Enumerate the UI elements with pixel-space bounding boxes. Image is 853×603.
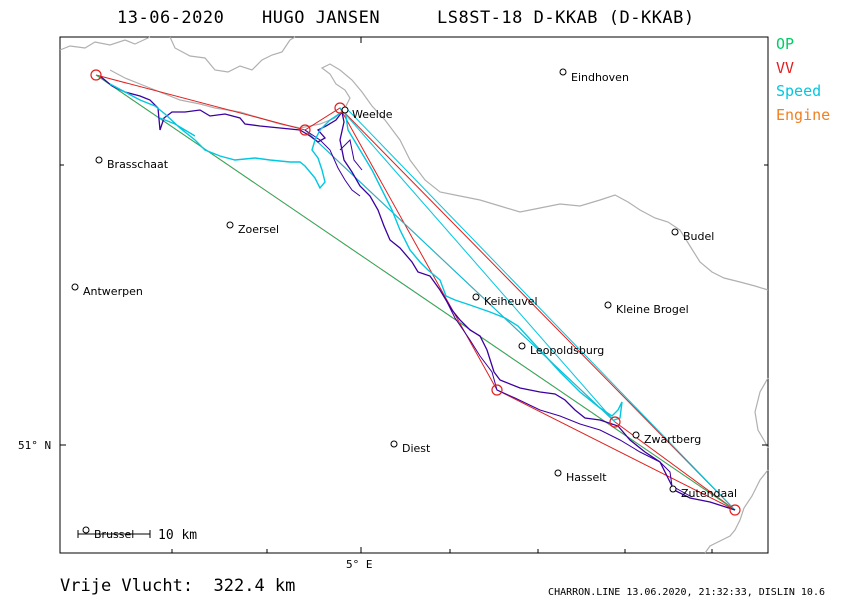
speed-track — [109, 83, 623, 421]
longitude-label: 5° E — [346, 558, 373, 571]
software-label: CHARRON.LINE 13.06.2020, 21:32:33, DISLI… — [548, 587, 825, 598]
place-diest: Diest — [390, 440, 431, 455]
place-zoersel: Zoersel — [226, 221, 279, 236]
legend-vv: VV — [776, 58, 795, 77]
map-frame — [59, 36, 769, 554]
legend-op: OP — [776, 35, 795, 53]
distance-label: Vrije Vlucht: 322.4 km — [60, 576, 296, 596]
svg-text:Antwerpen: Antwerpen — [83, 285, 143, 298]
svg-text:Zwartberg: Zwartberg — [644, 433, 701, 446]
axis-ticks — [60, 37, 768, 553]
place-keiheuvel: Keiheuvel — [472, 293, 538, 308]
scale-bar: 10 km — [77, 528, 197, 543]
svg-text:Hasselt: Hasselt — [566, 471, 607, 484]
scale-bar-label: 10 km — [158, 528, 197, 543]
flight-track — [99, 75, 736, 511]
flight-date: 13-06-2020 — [117, 8, 225, 28]
svg-text:Leopoldsburg: Leopoldsburg — [530, 344, 604, 357]
svg-text:Weelde: Weelde — [352, 108, 393, 121]
glider-id: LS8ST-18 D-KKAB (D-KKAB) — [437, 8, 695, 28]
svg-text:Diest: Diest — [402, 442, 431, 455]
place-weelde: Weelde — [341, 106, 393, 121]
place-antwerpen: Antwerpen — [71, 283, 143, 298]
svg-text:Kleine Brogel: Kleine Brogel — [616, 303, 689, 316]
svg-text:Budel: Budel — [683, 230, 714, 243]
place-zutendaal: Zutendaal — [669, 485, 737, 500]
pilot-name: HUGO JANSEN — [262, 8, 381, 28]
flight-track-extra — [304, 129, 691, 497]
legend-engine: Engine — [776, 105, 831, 124]
place-budel: Budel — [671, 228, 714, 243]
svg-text:Zutendaal: Zutendaal — [681, 487, 737, 500]
places: Eindhoven Weelde Brasschaat Zoersel Bude… — [71, 68, 737, 541]
latitude-label: 51° N — [18, 439, 51, 452]
place-eindhoven: Eindhoven — [559, 68, 629, 84]
turnpoints — [90, 69, 741, 516]
place-kleine-brogel: Kleine Brogel — [604, 301, 689, 316]
legend: OP VV Speed Engine — [776, 33, 830, 127]
svg-text:Brasschaat: Brasschaat — [107, 158, 169, 171]
legend-speed: Speed — [776, 82, 822, 100]
place-hasselt: Hasselt — [554, 469, 607, 484]
svg-text:Zoersel: Zoersel — [238, 223, 279, 236]
place-leopoldsburg: Leopoldsburg — [518, 342, 604, 357]
svg-text:Eindhoven: Eindhoven — [571, 71, 629, 84]
place-zwartberg: Zwartberg — [632, 431, 701, 446]
place-brasschaat: Brasschaat — [95, 156, 169, 171]
task-lines-speed — [304, 107, 736, 511]
svg-text:Keiheuvel: Keiheuvel — [484, 295, 538, 308]
